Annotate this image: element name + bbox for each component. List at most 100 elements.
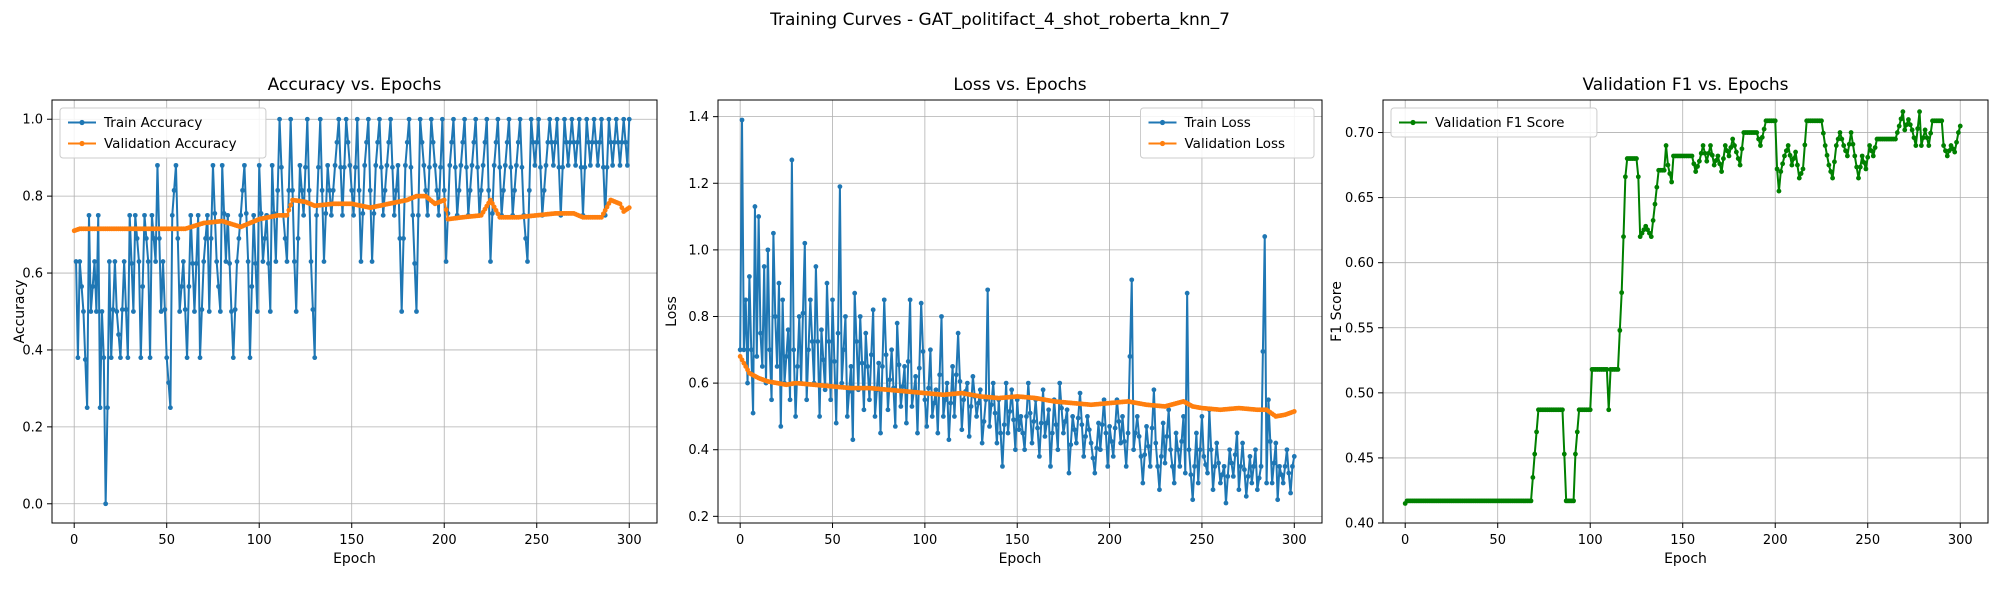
data-point [175, 236, 181, 241]
y-tick-label: 1.2 [688, 177, 709, 192]
data-point [293, 309, 299, 314]
data-point [1286, 470, 1292, 476]
data-point [569, 116, 575, 122]
data-point [101, 355, 107, 361]
data-point [341, 164, 347, 170]
data-point [145, 259, 151, 264]
data-point [1802, 142, 1808, 148]
data-point [791, 347, 797, 353]
data-point [1900, 109, 1906, 115]
data-point [203, 236, 208, 241]
data-point [795, 364, 800, 369]
data-point [223, 259, 229, 264]
data-point [1956, 130, 1961, 135]
data-point [347, 162, 353, 168]
data-point [1247, 453, 1253, 459]
data-point [127, 212, 133, 218]
data-point [227, 261, 233, 266]
data-point [1907, 122, 1913, 128]
data-point [258, 211, 264, 216]
data-point [1737, 162, 1743, 168]
data-point [606, 116, 612, 122]
data-point [1872, 145, 1878, 150]
data-point [780, 297, 786, 303]
data-point [1110, 453, 1116, 459]
x-tick-label: 300 [1948, 533, 1973, 548]
data-point [1197, 447, 1203, 453]
data-point [939, 314, 944, 319]
data-point [434, 187, 440, 193]
data-point [501, 187, 506, 193]
data-point [541, 187, 547, 193]
data-point [1225, 473, 1231, 479]
data-point [1218, 480, 1223, 486]
data-point [1068, 442, 1074, 448]
y-tick-label: 0.6 [688, 377, 709, 392]
data-point [807, 297, 813, 303]
data-point [1841, 143, 1847, 148]
data-point [1024, 414, 1029, 419]
data-point [451, 116, 456, 122]
data-point [81, 309, 86, 314]
legend-label: Validation F1 Score [1435, 115, 1564, 131]
data-point [421, 162, 427, 168]
data-point [151, 236, 157, 241]
data-point [1695, 163, 1700, 169]
data-point [1254, 487, 1260, 493]
data-point [443, 259, 449, 264]
data-point [216, 284, 221, 289]
data-point [1123, 463, 1129, 469]
data-point [1155, 463, 1161, 469]
data-point [920, 349, 926, 354]
data-point [208, 236, 214, 241]
data-point [994, 440, 1000, 446]
data-point [356, 187, 362, 193]
data-point [116, 332, 122, 337]
data-point [162, 307, 168, 312]
data-point [336, 116, 342, 122]
data-point [532, 162, 538, 168]
data-point [1587, 407, 1593, 413]
data-point [1621, 234, 1626, 240]
x-tick-label: 100 [1578, 533, 1603, 548]
data-point [1634, 156, 1639, 161]
axes-frame [51, 99, 658, 524]
data-point [1125, 430, 1131, 436]
data-point [809, 339, 815, 344]
chart-panel-3: 0 50 100 150 200 250 300 0.40 0.45 0.50 0.55 0.60 0.… [1329, 75, 1989, 567]
data-point [1691, 161, 1697, 167]
data-point [1120, 414, 1125, 419]
data-point [177, 309, 183, 314]
data-point [253, 261, 258, 266]
data-point [1262, 234, 1268, 239]
data-point [1136, 434, 1142, 439]
data-point [230, 355, 236, 361]
data-point [1145, 443, 1151, 449]
data-point [1619, 290, 1625, 296]
data-point [1291, 453, 1297, 459]
data-point [617, 162, 623, 168]
data-point [793, 414, 798, 419]
data-point [286, 187, 292, 193]
data-point [456, 187, 462, 193]
data-point [839, 380, 845, 386]
data-point [865, 364, 871, 369]
data-point [913, 374, 919, 379]
data-point [1168, 447, 1173, 453]
data-point [513, 162, 519, 168]
data-point [976, 400, 981, 406]
data-point [745, 380, 750, 386]
data-point [1195, 480, 1201, 486]
x-tick-label: 150 [339, 533, 364, 548]
data-point [863, 330, 869, 336]
data-point [1162, 460, 1168, 466]
data-point [563, 139, 569, 145]
data-point [1081, 453, 1087, 459]
data-point [1269, 480, 1275, 486]
data-point [1260, 349, 1266, 354]
legend: Validation F1 Score [1390, 107, 1598, 138]
data-point [613, 116, 619, 122]
data-point [397, 236, 403, 241]
data-point [536, 116, 541, 122]
